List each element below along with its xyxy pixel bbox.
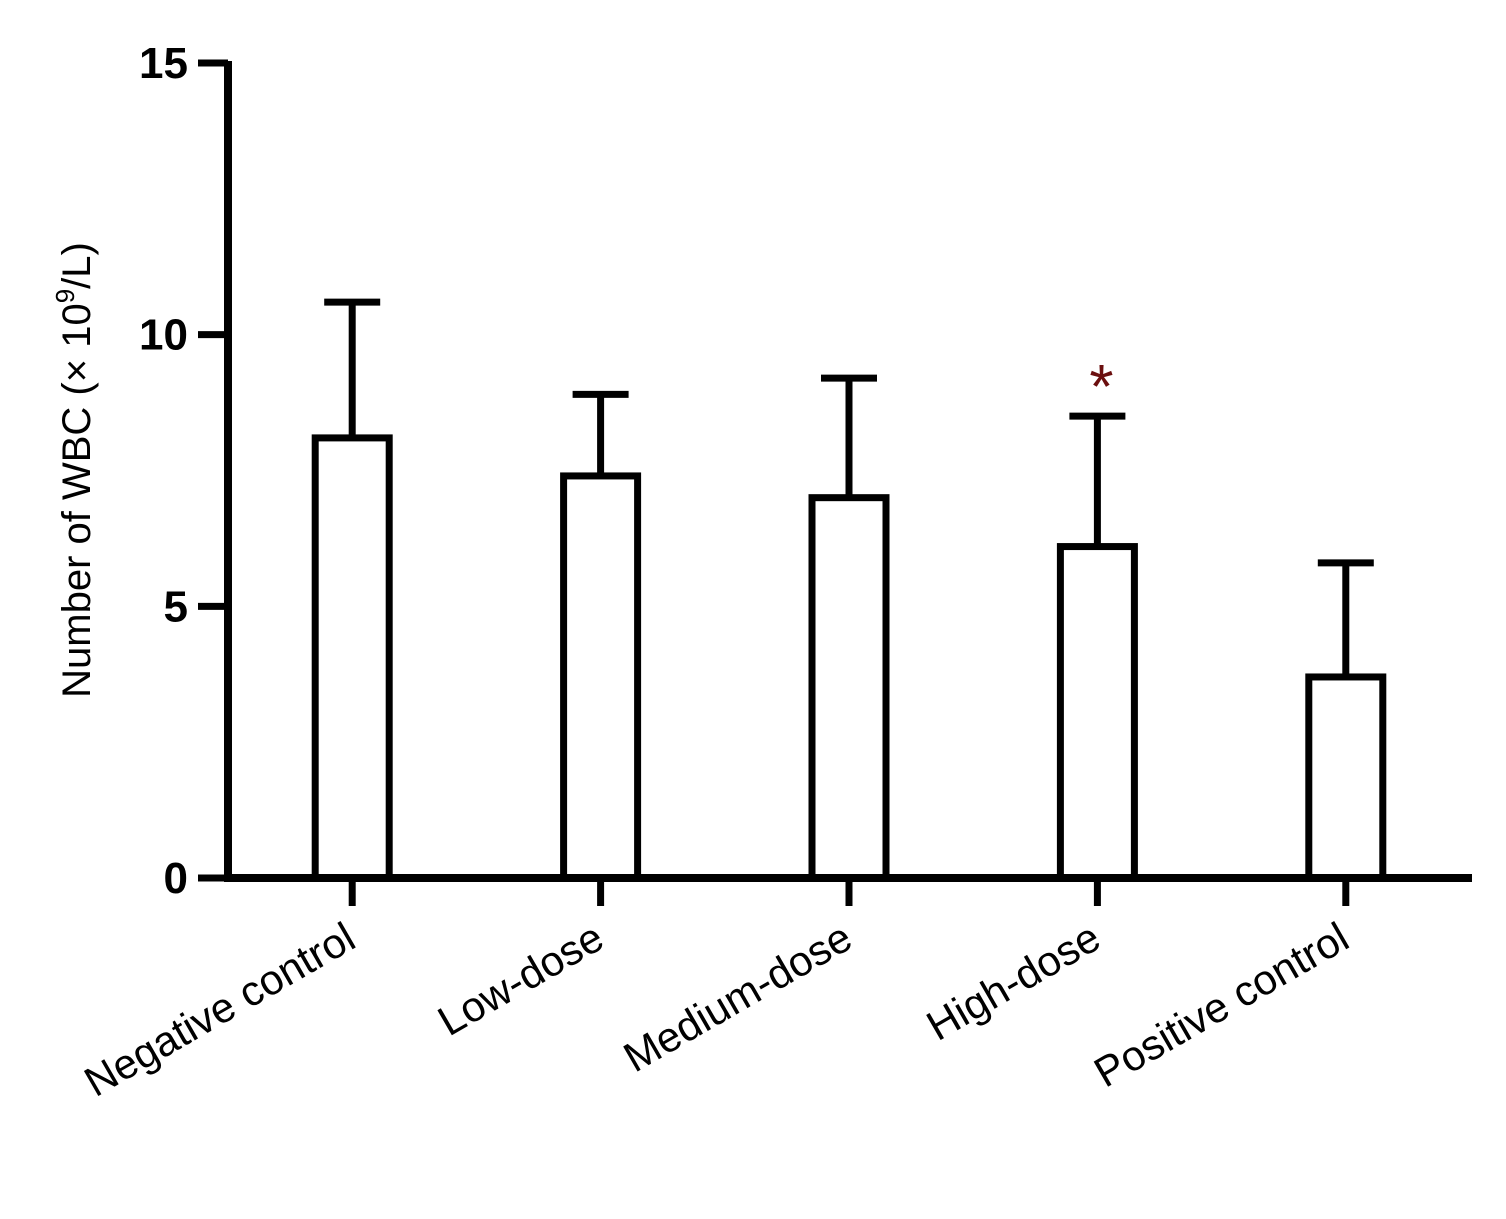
bar: [1056, 543, 1138, 882]
significance-marker: *: [1089, 353, 1113, 422]
x-tick-label: Negative control: [76, 913, 362, 1105]
y-axis-label-prefix: Number of WBC (× 10: [55, 303, 99, 698]
bar: [311, 434, 393, 882]
x-tick-label: Medium-dose: [616, 913, 860, 1081]
y-tick-label: 5: [164, 582, 188, 631]
x-tick-label: Positive control: [1086, 913, 1356, 1096]
bar: [1305, 673, 1387, 882]
bar: [560, 472, 642, 882]
x-tick-label: High-dose: [919, 913, 1108, 1049]
bar: [808, 494, 890, 882]
y-tick-label: 10: [139, 311, 188, 360]
y-axis-label: Number of WBC (× 109/L): [50, 242, 99, 698]
y-axis-label-suffix: /L): [55, 242, 99, 289]
y-tick-label: 15: [139, 39, 188, 88]
y-tick-label: 0: [164, 854, 188, 903]
plot-area: Negative control Low-dose Medium-dose High-…: [76, 39, 1472, 1106]
x-tick-label: Low-dose: [430, 913, 611, 1045]
y-axis-label-exponent: 9: [50, 289, 80, 303]
